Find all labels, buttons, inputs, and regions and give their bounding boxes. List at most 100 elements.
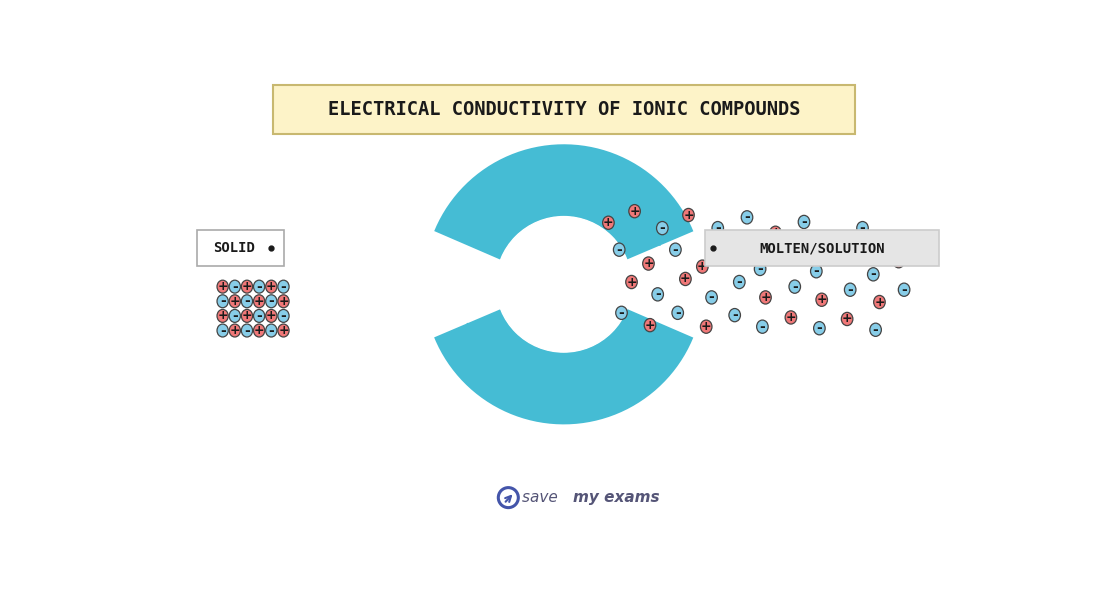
Ellipse shape — [857, 221, 868, 235]
Ellipse shape — [799, 215, 810, 229]
Text: +: + — [760, 291, 771, 304]
Text: -: - — [232, 279, 238, 294]
Ellipse shape — [729, 308, 740, 322]
Ellipse shape — [883, 236, 894, 249]
Ellipse shape — [816, 293, 827, 306]
Ellipse shape — [893, 255, 904, 268]
Text: +: + — [701, 320, 712, 333]
Text: -: - — [859, 221, 866, 235]
Ellipse shape — [741, 211, 752, 224]
Ellipse shape — [278, 280, 289, 293]
Text: -: - — [674, 306, 681, 320]
Text: -: - — [708, 291, 715, 304]
Ellipse shape — [680, 272, 691, 285]
Text: -: - — [816, 321, 823, 335]
Polygon shape — [644, 222, 661, 246]
Ellipse shape — [770, 226, 781, 239]
Text: +: + — [278, 324, 289, 337]
Ellipse shape — [839, 251, 850, 264]
Ellipse shape — [706, 291, 717, 304]
Ellipse shape — [712, 221, 724, 235]
Ellipse shape — [241, 295, 253, 308]
Text: -: - — [232, 309, 238, 323]
Text: -: - — [672, 243, 679, 257]
Ellipse shape — [626, 275, 637, 289]
Text: +: + — [680, 272, 691, 285]
Ellipse shape — [757, 320, 768, 333]
Text: -: - — [901, 283, 908, 297]
Ellipse shape — [672, 306, 683, 320]
Text: -: - — [280, 309, 286, 323]
Ellipse shape — [229, 310, 241, 323]
Text: +: + — [644, 257, 653, 270]
Text: +: + — [242, 310, 252, 323]
Ellipse shape — [726, 244, 737, 258]
Text: +: + — [839, 251, 850, 264]
Ellipse shape — [229, 324, 241, 337]
Text: +: + — [626, 275, 637, 288]
Text: ELECTRICAL CONDUCTIVITY OF IONIC COMPOUNDS: ELECTRICAL CONDUCTIVITY OF IONIC COMPOUN… — [328, 100, 800, 119]
Text: +: + — [230, 324, 240, 337]
Ellipse shape — [657, 221, 668, 235]
Text: +: + — [726, 244, 737, 258]
Ellipse shape — [760, 291, 771, 304]
Text: +: + — [266, 310, 276, 323]
Text: +: + — [683, 208, 694, 221]
Text: -: - — [744, 210, 750, 224]
Ellipse shape — [629, 205, 640, 218]
Ellipse shape — [789, 280, 801, 293]
Text: +: + — [697, 260, 707, 273]
Ellipse shape — [755, 262, 766, 275]
Text: +: + — [254, 324, 264, 337]
Text: +: + — [218, 280, 228, 293]
Ellipse shape — [241, 324, 253, 337]
Text: -: - — [659, 221, 666, 235]
Text: +: + — [218, 310, 228, 323]
Ellipse shape — [642, 257, 654, 270]
Ellipse shape — [241, 280, 253, 293]
Text: -: - — [801, 215, 807, 229]
Ellipse shape — [868, 268, 879, 281]
Text: SOLID: SOLID — [213, 241, 255, 255]
Text: -: - — [256, 309, 262, 323]
Text: +: + — [629, 205, 640, 218]
Ellipse shape — [814, 321, 825, 335]
Polygon shape — [466, 323, 484, 347]
Text: my exams: my exams — [573, 490, 660, 505]
Ellipse shape — [645, 318, 656, 332]
Text: -: - — [268, 324, 274, 337]
Text: -: - — [654, 287, 661, 301]
Ellipse shape — [253, 280, 265, 293]
Text: -: - — [757, 262, 763, 276]
Ellipse shape — [278, 324, 289, 337]
Text: -: - — [872, 323, 879, 337]
Ellipse shape — [683, 208, 694, 221]
Text: -: - — [220, 324, 225, 337]
Ellipse shape — [734, 275, 745, 289]
Ellipse shape — [603, 216, 614, 229]
Ellipse shape — [266, 310, 277, 323]
Circle shape — [496, 217, 631, 352]
Ellipse shape — [266, 295, 277, 308]
Text: -: - — [244, 294, 250, 308]
Ellipse shape — [217, 280, 229, 293]
Text: +: + — [874, 295, 884, 308]
Text: +: + — [645, 318, 656, 332]
Ellipse shape — [217, 310, 229, 323]
Text: -: - — [244, 324, 250, 337]
Text: +: + — [842, 313, 852, 326]
FancyBboxPatch shape — [273, 85, 855, 134]
Text: +: + — [785, 311, 796, 324]
Text: -: - — [268, 294, 274, 308]
Ellipse shape — [785, 311, 796, 324]
Ellipse shape — [811, 265, 822, 278]
Text: -: - — [616, 243, 623, 257]
Text: +: + — [826, 231, 837, 244]
Text: -: - — [870, 268, 877, 281]
Text: -: - — [280, 279, 286, 294]
Ellipse shape — [616, 306, 627, 320]
FancyBboxPatch shape — [705, 230, 938, 266]
Text: -: - — [736, 275, 743, 289]
Ellipse shape — [229, 295, 241, 308]
Ellipse shape — [701, 320, 712, 333]
